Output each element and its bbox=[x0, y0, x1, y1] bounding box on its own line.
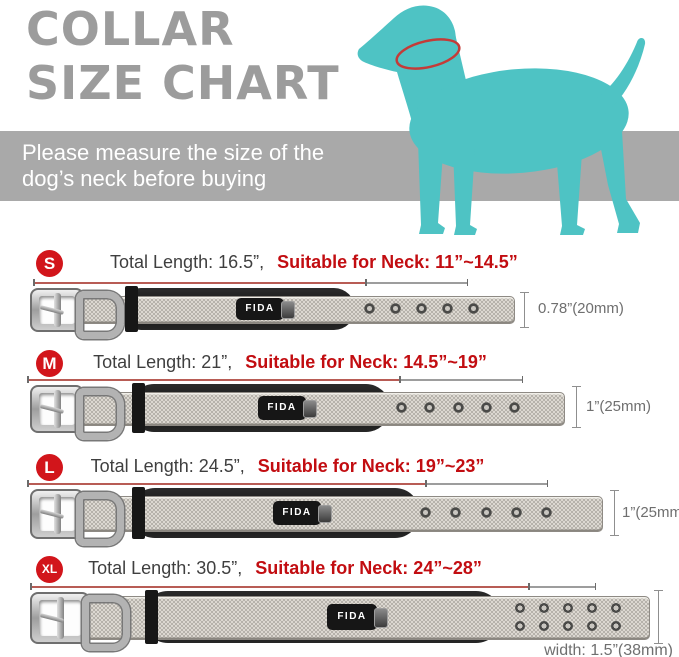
eyelet-hole bbox=[515, 621, 525, 631]
size-row-m: M Total Length: 21”, Suitable for Neck: … bbox=[0, 346, 679, 450]
eyelet-hole bbox=[468, 303, 479, 314]
brand-patch-label: FIDA bbox=[245, 303, 275, 314]
eyelet-hole bbox=[511, 507, 522, 518]
width-label: 1”(25mm) bbox=[622, 504, 679, 521]
eyelet-hole bbox=[563, 603, 573, 613]
size-caption-xl: Total Length: 30.5”, Suitable for Neck: … bbox=[60, 558, 510, 579]
width-label: width: 1.5”(38mm) bbox=[544, 642, 673, 657]
eyelet-hole bbox=[364, 303, 375, 314]
eyelet-hole bbox=[481, 507, 492, 518]
eyelet-hole bbox=[541, 507, 552, 518]
buckle-icon bbox=[30, 288, 84, 332]
size-badge-l: L bbox=[36, 454, 63, 481]
size-badge-s: S bbox=[36, 250, 63, 277]
width-bracket bbox=[654, 590, 663, 644]
eyelet-hole bbox=[442, 303, 453, 314]
size-caption-m: Total Length: 21”, Suitable for Neck: 14… bbox=[60, 352, 520, 373]
eyelet-hole bbox=[416, 303, 427, 314]
eyelet-hole bbox=[611, 621, 621, 631]
eyelet-hole bbox=[587, 603, 597, 613]
keeper-band bbox=[132, 487, 145, 539]
banner-text-line-2: dog’s neck before buying bbox=[22, 166, 267, 191]
d-ring-icon bbox=[76, 388, 124, 440]
size-row-s: S Total Length: 16.5”, Suitable for Neck… bbox=[0, 246, 679, 346]
dog-neck-collar-outline bbox=[395, 38, 461, 70]
total-length-label: Total Length: 16.5”, bbox=[110, 252, 265, 272]
neck-range-label: Suitable for Neck: 14.5”~19” bbox=[245, 352, 487, 372]
eyelet-hole bbox=[611, 603, 621, 613]
total-length-label: Total Length: 21”, bbox=[93, 352, 233, 372]
neck-range-label: Suitable for Neck: 19”~23” bbox=[257, 456, 485, 476]
collar-illustration-s: FIDA bbox=[30, 286, 515, 339]
eyelet-hole bbox=[563, 621, 573, 631]
d-ring-icon bbox=[76, 492, 124, 546]
title-line-2: SIZE CHART bbox=[26, 56, 340, 110]
measurement-line bbox=[30, 583, 596, 590]
eyelet-hole bbox=[453, 402, 464, 413]
brand-patch: FIDA bbox=[273, 501, 332, 525]
eyelet-hole bbox=[390, 303, 401, 314]
title-line-1: COLLAR bbox=[26, 2, 235, 56]
total-length-label: Total Length: 30.5”, bbox=[88, 558, 243, 578]
eyelet-hole bbox=[420, 507, 431, 518]
size-caption-l: Total Length: 24.5”, Suitable for Neck: … bbox=[60, 456, 515, 477]
measurement-line bbox=[27, 376, 523, 383]
collar-illustration-l: FIDA bbox=[30, 487, 603, 546]
patch-loop-icon bbox=[281, 301, 295, 319]
size-row-xl: XL Total Length: 30.5”, Suitable for Nec… bbox=[0, 552, 679, 657]
eyelet-hole bbox=[539, 621, 549, 631]
brand-patch: FIDA bbox=[258, 396, 317, 420]
patch-loop-icon bbox=[318, 504, 332, 524]
eyelet-hole bbox=[450, 507, 461, 518]
buckle-icon bbox=[30, 489, 84, 539]
width-bracket bbox=[572, 386, 581, 428]
width-label: 1”(25mm) bbox=[586, 398, 652, 415]
collar-illustration-m: FIDA bbox=[30, 383, 565, 440]
banner-text-line-1: Please measure the size of the bbox=[22, 140, 325, 165]
keeper-band bbox=[132, 383, 145, 433]
brand-patch-label: FIDA bbox=[282, 507, 312, 518]
d-ring-icon bbox=[76, 291, 124, 339]
size-row-l: L Total Length: 24.5”, Suitable for Neck… bbox=[0, 450, 679, 552]
buckle-icon bbox=[30, 385, 84, 433]
eyelet-hole bbox=[509, 402, 520, 413]
dog-silhouette-icon bbox=[357, 5, 646, 235]
width-bracket bbox=[520, 292, 529, 328]
brand-patch-label: FIDA bbox=[267, 402, 297, 413]
neck-range-label: Suitable for Neck: 11”~14.5” bbox=[277, 252, 518, 272]
eyelet-hole bbox=[396, 402, 407, 413]
size-badge-m: M bbox=[36, 350, 63, 377]
eyelet-hole bbox=[587, 621, 597, 631]
width-label: 0.78”(20mm) bbox=[538, 300, 624, 317]
brand-patch: FIDA bbox=[327, 604, 388, 630]
eyelet-hole bbox=[515, 603, 525, 613]
patch-loop-icon bbox=[374, 607, 388, 629]
eyelet-hole bbox=[481, 402, 492, 413]
collar-strap bbox=[68, 496, 603, 532]
patch-loop-icon bbox=[303, 399, 317, 419]
brand-patch: FIDA bbox=[236, 298, 295, 320]
page-title: COLLAR SIZE CHART bbox=[26, 2, 340, 110]
brand-patch-label: FIDA bbox=[337, 611, 367, 622]
eyelet-hole bbox=[539, 603, 549, 613]
measurement-line bbox=[33, 279, 468, 286]
collar-illustration-xl: FIDA bbox=[30, 590, 650, 651]
measurement-line bbox=[27, 480, 548, 487]
width-bracket bbox=[610, 490, 619, 536]
size-caption-s: Total Length: 16.5”, Suitable for Neck: … bbox=[110, 252, 518, 273]
size-badge-xl: XL bbox=[36, 556, 63, 583]
neck-range-label: Suitable for Neck: 24”~28” bbox=[255, 558, 482, 578]
d-ring-icon bbox=[82, 595, 130, 651]
buckle-icon bbox=[30, 592, 90, 644]
keeper-band bbox=[145, 590, 158, 644]
keeper-band bbox=[125, 286, 138, 332]
total-length-label: Total Length: 24.5”, bbox=[90, 456, 245, 476]
eyelet-hole bbox=[424, 402, 435, 413]
